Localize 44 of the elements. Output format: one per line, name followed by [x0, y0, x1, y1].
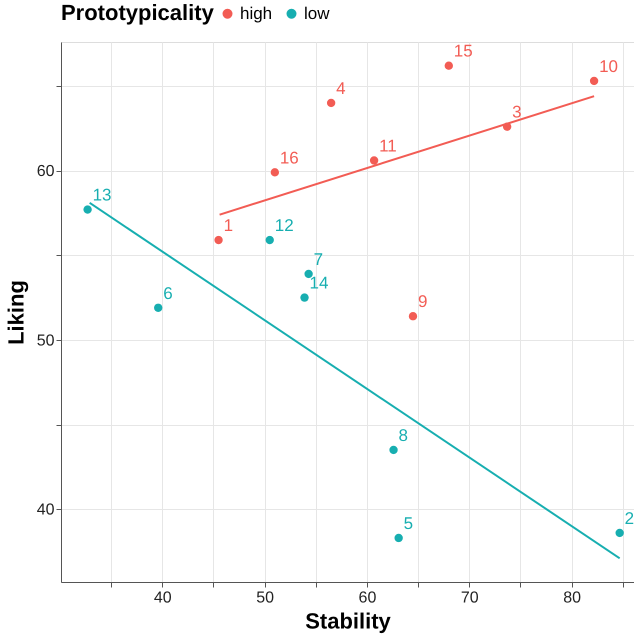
point — [444, 62, 453, 70]
annotation: 2 — [624, 508, 634, 528]
point — [389, 446, 398, 454]
annotation: 15 — [454, 42, 473, 61]
point — [270, 168, 280, 177]
annotation: 13 — [92, 186, 112, 205]
point — [266, 236, 274, 244]
legend-label: low — [304, 4, 330, 23]
x-tick-label: 80 — [563, 590, 582, 606]
annotation: 4 — [336, 78, 346, 98]
annotation: 5 — [404, 514, 414, 533]
y-axis-title: Liking — [4, 280, 29, 345]
point — [304, 270, 313, 278]
annotation: 3 — [512, 102, 522, 122]
legend-title: Prototypicality — [61, 0, 215, 25]
annotation: 10 — [599, 56, 618, 76]
legend-label: high — [240, 4, 272, 23]
x-tick-label: 60 — [358, 590, 376, 606]
x-tick-label: 40 — [154, 590, 172, 606]
y-tick-label: 40 — [36, 502, 55, 519]
y-tick-label: 60 — [36, 163, 55, 180]
point — [590, 76, 598, 86]
point — [154, 304, 162, 312]
x-tick-label: 50 — [256, 590, 274, 606]
annotation: 8 — [398, 426, 408, 445]
annotation: 7 — [314, 250, 324, 269]
point — [300, 293, 309, 302]
annotation: 1 — [224, 216, 234, 236]
point — [615, 528, 624, 538]
annotation: 16 — [280, 148, 299, 168]
y-tick-label: 50 — [36, 332, 55, 350]
annotation: 11 — [379, 136, 397, 156]
point — [394, 534, 403, 542]
point — [83, 205, 92, 214]
point — [326, 98, 336, 108]
annotation: 9 — [418, 292, 428, 312]
annotation: 12 — [274, 216, 294, 236]
annotation: 6 — [163, 284, 173, 303]
point — [370, 156, 378, 165]
point — [214, 236, 223, 244]
point — [408, 312, 418, 320]
annotation: 14 — [310, 274, 328, 293]
x-axis-title: Stability — [305, 608, 392, 634]
x-tick-label: 70 — [460, 590, 479, 606]
